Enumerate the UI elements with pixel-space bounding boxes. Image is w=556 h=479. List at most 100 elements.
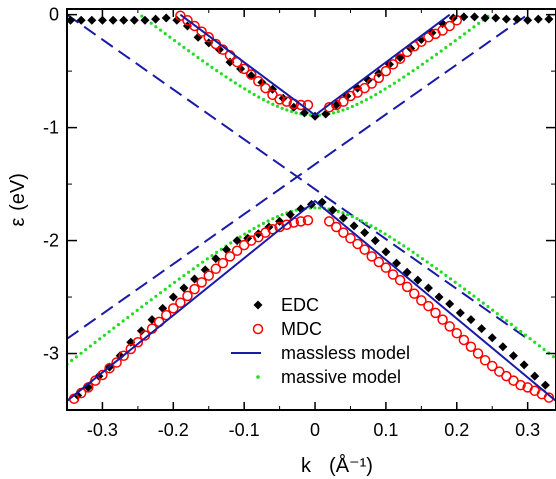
massive-model-point	[378, 90, 382, 94]
massive-model-point	[341, 211, 345, 215]
edc-point	[512, 14, 522, 24]
massive-model-point	[229, 78, 233, 82]
massive-model-point	[336, 110, 340, 114]
massive-model-point	[411, 69, 415, 73]
massive-model-point	[196, 263, 200, 268]
massive-model-point	[458, 284, 462, 288]
edc-point	[172, 15, 182, 25]
x-tick-label: -0.3	[87, 420, 118, 440]
edc-point	[480, 13, 490, 23]
massive-model-point	[215, 68, 219, 73]
massive-model-point	[383, 232, 387, 236]
massive-model-point	[411, 250, 415, 254]
massive-model-point	[252, 226, 256, 231]
massive-model-point	[509, 322, 513, 326]
mdc-point	[366, 251, 377, 262]
legend-item: massless model	[231, 343, 410, 363]
massive-model-point	[215, 250, 219, 255]
massive-model-point	[448, 42, 453, 46]
mdc-point	[387, 59, 399, 70]
edc-point	[530, 371, 540, 381]
edc-point	[491, 13, 501, 23]
y-tick-label: -3	[43, 344, 59, 364]
mdc-point	[224, 251, 236, 262]
mdc-point	[380, 262, 392, 273]
y-axis-unit: (eV)	[7, 173, 29, 211]
massive-model-point	[144, 301, 149, 305]
massive-model-point	[210, 254, 214, 258]
massive-model-point	[341, 108, 345, 112]
edc-point	[423, 283, 433, 293]
massive-model-point	[93, 340, 97, 345]
mdc-point	[281, 96, 292, 107]
x-tick-label: 0.3	[515, 420, 540, 440]
x-tick-label: 0.1	[373, 420, 398, 440]
edc-point	[161, 13, 171, 23]
y-tick-label: 0	[49, 5, 59, 25]
massive-model-point	[261, 221, 266, 225]
mdc-point	[373, 256, 385, 268]
massive-model-point	[243, 232, 247, 236]
legend-swatch-mdc	[252, 323, 264, 335]
massive-model-point	[397, 78, 401, 82]
edc-point	[470, 12, 479, 22]
massive-model-point	[332, 111, 336, 115]
massive-model-point	[369, 224, 373, 228]
mdc-point	[394, 274, 406, 286]
massive-model-point	[458, 35, 462, 39]
massive-model-point	[519, 329, 523, 334]
massive-model-point	[444, 273, 448, 277]
massless-model-series	[67, 13, 556, 402]
massive-model-point	[261, 98, 266, 102]
edc-point	[108, 15, 118, 25]
mdc-point	[373, 72, 385, 84]
massive-model-point	[135, 308, 139, 312]
mdc-point	[281, 219, 292, 230]
massive-model-point	[187, 49, 191, 53]
massive-model-point	[406, 72, 411, 76]
massive-model-point	[243, 87, 247, 91]
massive-model-point	[172, 280, 177, 285]
y-tick-label: -2	[43, 231, 59, 251]
massive-model-point	[467, 290, 471, 295]
edc-point	[413, 275, 423, 285]
mdc-point	[437, 314, 448, 325]
massive-model-point	[224, 75, 228, 79]
edc-point	[501, 14, 511, 24]
massive-model-point	[434, 267, 439, 271]
mdc-point	[352, 238, 363, 250]
x-tick-label: -0.1	[229, 420, 260, 440]
mdc-point	[203, 270, 214, 281]
massive-model-point	[233, 81, 237, 85]
massive-model-point	[388, 84, 392, 88]
massive-model-point	[271, 102, 275, 106]
massive-model-point	[98, 337, 102, 341]
massive-model-point	[126, 315, 130, 320]
massive-model-point	[210, 65, 214, 69]
mdc-point	[451, 327, 463, 339]
massive-model-point	[219, 247, 223, 251]
massive-model-point	[430, 56, 434, 60]
edc-point	[445, 299, 455, 309]
massive-model-point	[257, 224, 261, 228]
mdc-point	[238, 63, 250, 75]
edc-point	[508, 351, 518, 361]
edc-point	[211, 254, 221, 264]
massive-model-point	[168, 35, 172, 39]
massive-model-point	[364, 221, 368, 225]
edc-point	[67, 15, 76, 25]
massive-model-point	[289, 109, 294, 114]
dashed-line-1	[67, 13, 529, 340]
massive-model-point	[491, 308, 495, 312]
dashed-lines	[67, 13, 529, 340]
massive-model-point	[102, 333, 107, 337]
massive-model-point	[486, 305, 490, 309]
massive-model-point	[116, 322, 121, 327]
edc-point	[299, 108, 309, 118]
mdc-point	[479, 355, 491, 366]
massive-model-point	[416, 253, 420, 258]
edc-point	[370, 236, 380, 246]
massive-model-point	[505, 319, 509, 323]
massive-model-point	[406, 247, 411, 251]
edc-point	[87, 15, 97, 25]
